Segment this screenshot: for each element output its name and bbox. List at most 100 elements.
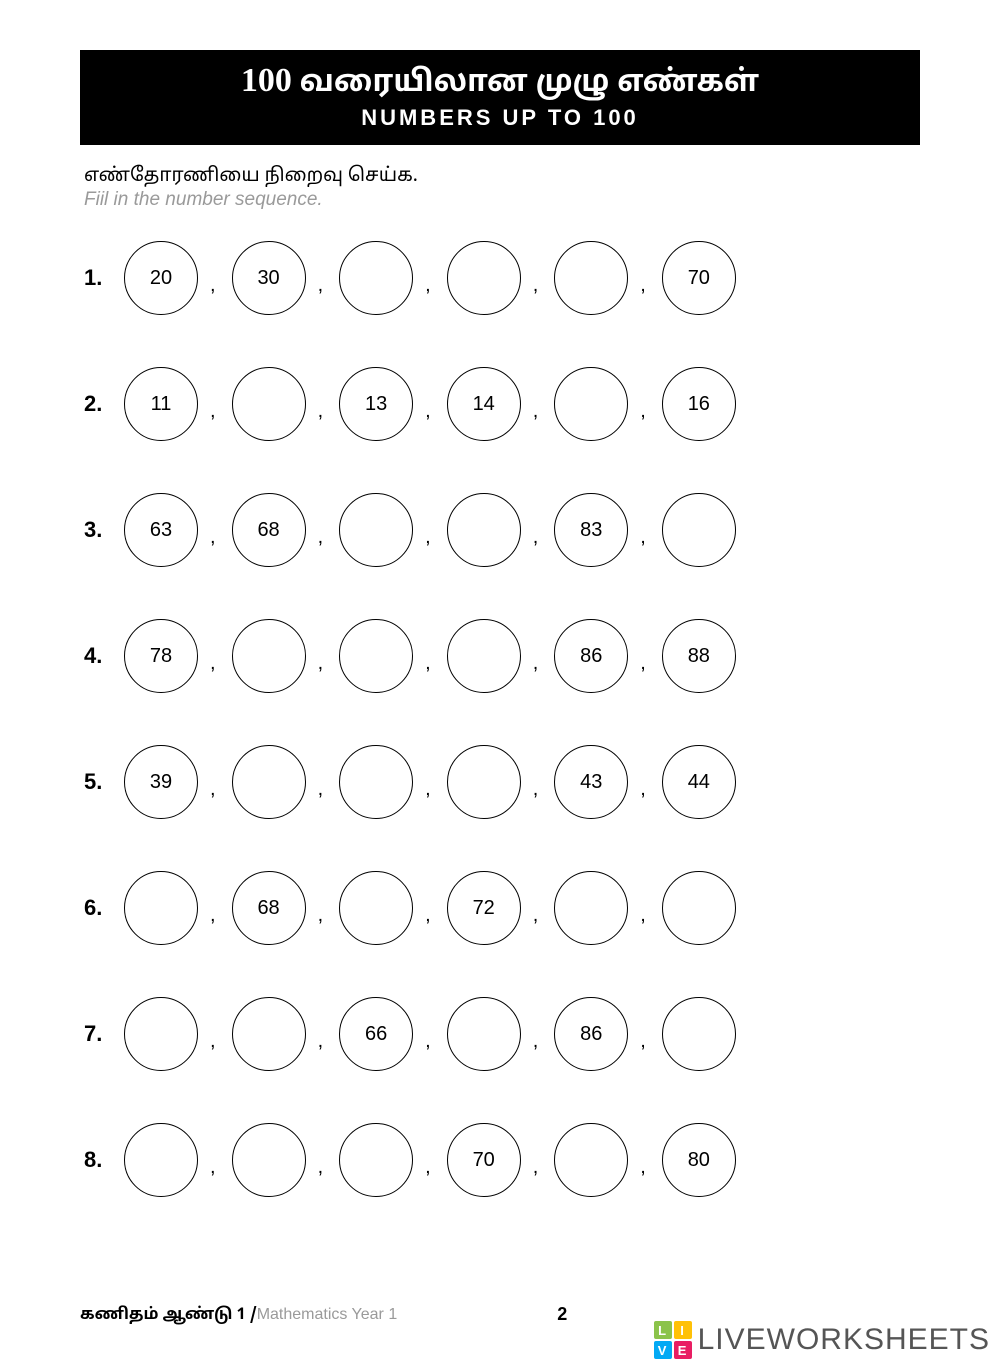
blank-circle[interactable]: [662, 997, 736, 1071]
separator: ,: [210, 1030, 216, 1071]
row-number: 5.: [84, 769, 124, 795]
badge-cell: L: [654, 1321, 672, 1339]
instructions: எண்தோரணியை நிறைவு செய்க. Fiil in the num…: [80, 165, 920, 211]
blank-circle[interactable]: [554, 871, 628, 945]
footer-page-number: 2: [557, 1304, 567, 1325]
separator: ,: [318, 1156, 324, 1197]
blank-circle[interactable]: [339, 745, 413, 819]
separator: ,: [533, 526, 539, 567]
separator: ,: [425, 1156, 431, 1197]
badge-cell: V: [654, 1341, 672, 1359]
worksheet-row: 2.11,,13,14,,16: [84, 367, 920, 441]
separator: ,: [640, 1156, 646, 1197]
worksheet-row: 6.,68,,72,,: [84, 871, 920, 945]
filled-circle: 88: [662, 619, 736, 693]
row-number: 8.: [84, 1147, 124, 1173]
blank-circle[interactable]: [447, 241, 521, 315]
blank-circle[interactable]: [124, 997, 198, 1071]
separator: ,: [640, 778, 646, 819]
filled-circle: 43: [554, 745, 628, 819]
filled-circle: 39: [124, 745, 198, 819]
blank-circle[interactable]: [447, 745, 521, 819]
separator: ,: [533, 652, 539, 693]
filled-circle: 78: [124, 619, 198, 693]
blank-circle[interactable]: [554, 1123, 628, 1197]
filled-circle: 44: [662, 745, 736, 819]
blank-circle[interactable]: [339, 619, 413, 693]
separator: ,: [425, 778, 431, 819]
worksheet-row: 1.20,30,,,,70: [84, 241, 920, 315]
separator: ,: [425, 526, 431, 567]
worksheet-row: 3.63,68,,,83,: [84, 493, 920, 567]
row-number: 6.: [84, 895, 124, 921]
footer-english: Mathematics Year 1: [257, 1306, 398, 1324]
blank-circle[interactable]: [447, 997, 521, 1071]
title-bar: 100 வரையிலான முழு எண்கள் NUMBERS UP TO 1…: [80, 50, 920, 145]
blank-circle[interactable]: [339, 1123, 413, 1197]
blank-circle[interactable]: [232, 1123, 306, 1197]
circle-sequence: 78,,,,86,88: [124, 619, 736, 693]
row-number: 3.: [84, 517, 124, 543]
blank-circle[interactable]: [554, 367, 628, 441]
blank-circle[interactable]: [447, 493, 521, 567]
separator: ,: [210, 526, 216, 567]
separator: ,: [533, 1156, 539, 1197]
blank-circle[interactable]: [339, 241, 413, 315]
circle-sequence: ,,66,,86,: [124, 997, 736, 1071]
separator: ,: [210, 274, 216, 315]
row-number: 4.: [84, 643, 124, 669]
separator: ,: [210, 904, 216, 945]
filled-circle: 11: [124, 367, 198, 441]
blank-circle[interactable]: [124, 1123, 198, 1197]
blank-circle[interactable]: [232, 619, 306, 693]
blank-circle[interactable]: [339, 871, 413, 945]
separator: ,: [533, 778, 539, 819]
circle-sequence: 20,30,,,,70: [124, 241, 736, 315]
filled-circle: 83: [554, 493, 628, 567]
blank-circle[interactable]: [124, 871, 198, 945]
separator: ,: [640, 1030, 646, 1071]
separator: ,: [210, 1156, 216, 1197]
filled-circle: 86: [554, 997, 628, 1071]
worksheet-row: 5.39,,,,43,44: [84, 745, 920, 819]
instruction-english: Fiil in the number sequence.: [84, 189, 920, 211]
blank-circle[interactable]: [447, 619, 521, 693]
title-tamil-text: வரையிலான முழு எண்கள்: [300, 66, 760, 103]
separator: ,: [318, 1030, 324, 1071]
separator: ,: [640, 526, 646, 567]
separator: ,: [210, 652, 216, 693]
blank-circle[interactable]: [662, 871, 736, 945]
worksheet-rows: 1.20,30,,,,702.11,,13,14,,163.63,68,,,83…: [80, 241, 920, 1197]
filled-circle: 16: [662, 367, 736, 441]
separator: ,: [425, 274, 431, 315]
worksheet-row: 8.,,, 70,, 80: [84, 1123, 920, 1197]
filled-circle: 13: [339, 367, 413, 441]
blank-circle[interactable]: [232, 367, 306, 441]
blank-circle[interactable]: [339, 493, 413, 567]
separator: ,: [210, 778, 216, 819]
filled-circle: 63: [124, 493, 198, 567]
blank-circle[interactable]: [232, 745, 306, 819]
filled-circle: 14: [447, 367, 521, 441]
separator: ,: [318, 274, 324, 315]
circle-sequence: ,,, 70,, 80: [124, 1123, 736, 1197]
row-number: 1.: [84, 265, 124, 291]
blank-circle[interactable]: [662, 493, 736, 567]
blank-circle[interactable]: [554, 241, 628, 315]
badge-cell: I: [674, 1321, 692, 1339]
title-english: NUMBERS UP TO 100: [80, 105, 920, 131]
watermark: LIVE LIVEWORKSHEETS: [654, 1321, 990, 1359]
filled-circle: 70: [447, 1123, 521, 1197]
row-number: 2.: [84, 391, 124, 417]
separator: ,: [533, 400, 539, 441]
separator: ,: [640, 904, 646, 945]
separator: ,: [640, 400, 646, 441]
filled-circle: 30: [232, 241, 306, 315]
filled-circle: 80: [662, 1123, 736, 1197]
watermark-badge: LIVE: [654, 1321, 692, 1359]
separator: ,: [210, 400, 216, 441]
circle-sequence: ,68,,72,,: [124, 871, 736, 945]
filled-circle: 72: [447, 871, 521, 945]
filled-circle: 20: [124, 241, 198, 315]
blank-circle[interactable]: [232, 997, 306, 1071]
